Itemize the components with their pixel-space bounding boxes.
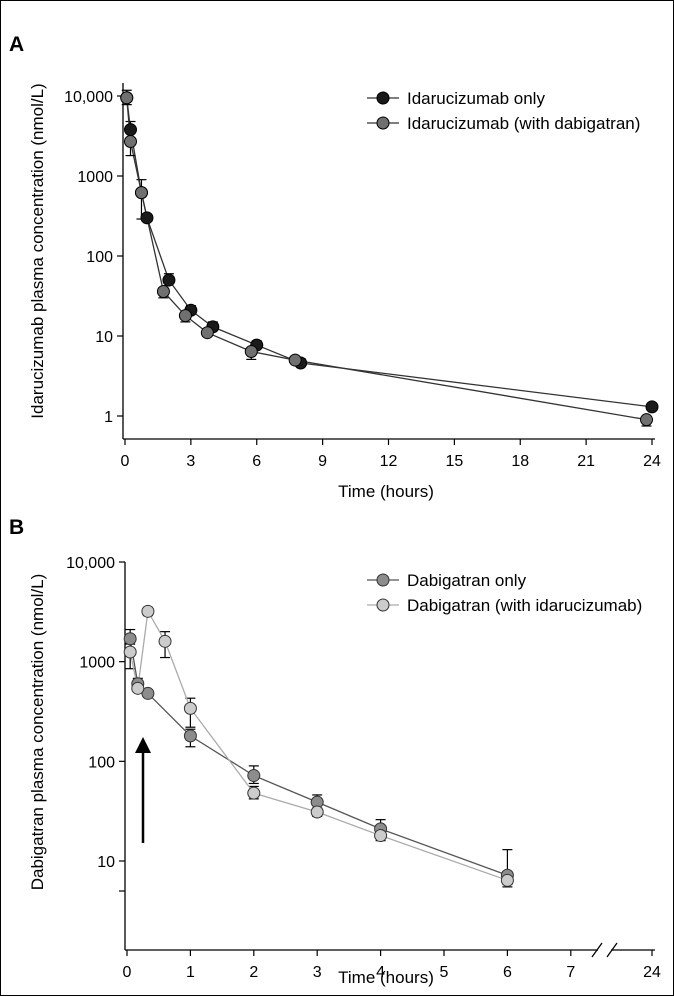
panel-b-y-tick-label: 100 — [88, 754, 115, 771]
panel-a-data-point — [244, 345, 258, 359]
panel-b-x-tick-label: 0 — [123, 964, 132, 981]
panel-a-y-tick-label: 100 — [86, 249, 113, 266]
panel-b-x-tick-label: 1 — [186, 964, 195, 981]
panel-a-x-tick-label: 9 — [318, 453, 327, 470]
panel-b-data-point — [374, 829, 388, 843]
panel-b-y-tick-label: 1000 — [79, 655, 115, 672]
panel-b-axis-break-mark — [606, 942, 618, 958]
panel-a-x-tick-label: 0 — [121, 453, 130, 470]
panel-b-legend-label: Dabigatran (with idarucizumab) — [407, 596, 642, 615]
panel-b-x-tick-label: 6 — [503, 964, 512, 981]
panel-letter-b: B — [9, 516, 24, 539]
panel-a-legend-label: Idarucizumab only — [407, 89, 545, 108]
panel-a-data-point — [123, 134, 137, 148]
panel-b-data-point — [310, 805, 324, 819]
panel-b-y-tick-label: 10 — [97, 854, 115, 871]
panel-a-legend-label: Idarucizumab (with dabigatran) — [407, 114, 640, 133]
panel-a-x-tick-label: 12 — [380, 453, 398, 470]
panel-b-series-line — [129, 609, 508, 881]
panel-b-y-axis-title: Dabigatran plasma concentration (nmol/L) — [28, 574, 47, 891]
panel-a-data-point — [288, 353, 302, 367]
panel-a-data-point — [120, 91, 134, 105]
panel-a-data-point — [162, 273, 176, 287]
panel-b-x-tick-label: 5 — [440, 964, 449, 981]
panel-b-data-point — [183, 729, 197, 743]
panel-b-data-point — [158, 634, 172, 648]
panel-a-series-line — [126, 97, 653, 408]
panel-b-y-tick-label: 10,000 — [66, 555, 115, 572]
panel-b-administration-arrow-head — [135, 737, 151, 753]
panel-b-data-point — [247, 786, 261, 800]
panel-b-data-point — [131, 681, 145, 695]
panel-a-data-point — [200, 326, 214, 340]
panel-a-x-axis-title: Time (hours) — [338, 482, 434, 501]
panel-a-x-tick-label: 15 — [445, 453, 463, 470]
panel-a-x-tick-label: 18 — [511, 453, 529, 470]
panel-b-x-axis-title: Time (hours) — [338, 968, 434, 987]
panel-b-series-line — [129, 638, 508, 876]
panel-b: 0 1 2 3 4 5 6 7 24 10 100 1000 10,000 Dabigatran only… — [66, 555, 661, 981]
panel-a-legend-marker — [376, 116, 390, 130]
panel-a-y-tick-label: 10 — [95, 329, 113, 346]
panel-b-x-tick-label: 24 — [643, 964, 661, 981]
panel-a-data-point — [134, 186, 148, 200]
panel-a-y-tick-label: 1 — [104, 409, 113, 426]
panel-b-data-point — [123, 645, 137, 659]
panel-b-x-tick-label: 7 — [566, 964, 575, 981]
panel-b-legend-marker — [376, 573, 390, 587]
panel-a-series-line — [126, 97, 647, 421]
panel-a-x-tick-label: 21 — [577, 453, 595, 470]
panel-b-data-point — [183, 701, 197, 715]
panel-a-data-point — [156, 284, 170, 298]
panel-a-x-tick-label: 24 — [643, 453, 661, 470]
panel-a-y-tick-label: 1000 — [77, 169, 113, 186]
panel-a-data-point — [178, 309, 192, 323]
panel-b-x-tick-label: 4 — [376, 964, 385, 981]
panel-a-y-axis-title: Idarucizumab plasma concentration (nmol/… — [28, 83, 47, 418]
panel-a-data-point — [645, 400, 659, 414]
panel-b-axis-break-mark — [591, 942, 603, 958]
panel-a-legend-marker — [376, 91, 390, 105]
panel-a: 0 3 6 9 12 15 18 21 24 1 10 100 1000 10,000 Idarucizum… — [64, 83, 661, 470]
panel-a-y-tick-label: 10,000 — [64, 89, 113, 106]
panel-b-data-point — [247, 769, 261, 783]
panel-b-x-tick-label: 3 — [313, 964, 322, 981]
panel-a-data-point — [123, 123, 137, 137]
panel-b-data-point — [141, 604, 155, 618]
panel-a-x-tick-label: 3 — [186, 453, 195, 470]
panel-b-data-point — [141, 686, 155, 700]
panel-b-data-point — [123, 632, 137, 646]
panel-a-x-tick-label: 6 — [252, 453, 261, 470]
panel-a-data-point — [140, 211, 154, 225]
panel-letter-a: A — [9, 33, 24, 56]
panel-a-data-point — [640, 413, 654, 427]
panel-b-data-point — [500, 873, 514, 887]
panel-b-x-tick-label: 2 — [249, 964, 258, 981]
panel-b-legend-label: Dabigatran only — [407, 571, 527, 590]
panel-b-legend-marker — [376, 598, 390, 612]
